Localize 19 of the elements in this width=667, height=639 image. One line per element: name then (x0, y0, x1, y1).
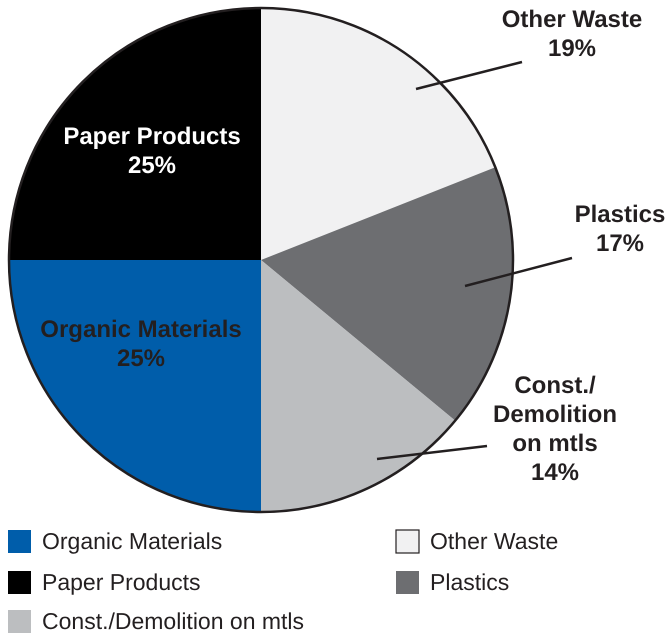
data-label: 17% (596, 230, 644, 257)
pie-slice (261, 260, 456, 512)
slice-label: Organic Materials (40, 316, 242, 343)
slice-label: Const./Demolition on mtls (493, 372, 617, 457)
slice-label: Paper Products (63, 123, 241, 150)
legend-label: Plastics (430, 569, 510, 595)
legend-label: Const./Demolition on mtls (42, 608, 304, 634)
pie-slice (261, 8, 496, 260)
pie-slice (9, 8, 261, 260)
slice-label: Plastics (574, 201, 666, 228)
legend-label: Other Waste (430, 528, 558, 554)
legend-label: Organic Materials (42, 528, 222, 554)
slice-label: Other Waste (502, 6, 642, 33)
pie-slice (9, 260, 261, 512)
data-label: 25% (116, 345, 166, 372)
data-label: 14% (530, 459, 580, 486)
data-label: 25% (128, 152, 176, 179)
legend-label: Paper Products (42, 569, 201, 595)
data-label: 19% (548, 35, 596, 62)
